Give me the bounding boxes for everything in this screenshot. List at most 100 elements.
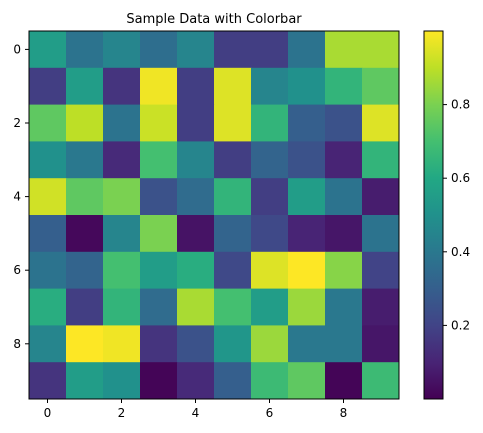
heatmap-cell bbox=[362, 288, 400, 326]
heatmap-cell bbox=[177, 325, 215, 363]
x-tick-label: 8 bbox=[340, 406, 348, 420]
heatmap-cell bbox=[140, 67, 178, 106]
heatmap-cell bbox=[29, 67, 67, 106]
heatmap-cell bbox=[362, 178, 400, 216]
heatmap-cell bbox=[214, 141, 252, 179]
heatmap-cell bbox=[362, 67, 400, 106]
heatmap-cell bbox=[214, 362, 252, 400]
x-axis: 0 2 4 6 8 bbox=[44, 399, 348, 420]
y-tick-label: 4 bbox=[13, 190, 21, 204]
colorbar-tick-label: 0.6 bbox=[451, 171, 470, 185]
heatmap-cell bbox=[66, 178, 104, 216]
heatmap-cell bbox=[288, 251, 326, 290]
heatmap-cell bbox=[140, 251, 178, 290]
heatmap-cell bbox=[288, 215, 326, 253]
heatmap-cell bbox=[214, 325, 252, 363]
heatmap-cell bbox=[251, 251, 289, 290]
heatmap-cell bbox=[251, 104, 289, 142]
heatmap-cell bbox=[29, 215, 67, 253]
x-tick-label: 4 bbox=[192, 406, 200, 420]
heatmap-cell bbox=[325, 215, 363, 253]
heatmap-cell bbox=[140, 31, 178, 69]
heatmap-cell bbox=[29, 104, 67, 142]
heatmap-cell bbox=[29, 325, 67, 363]
heatmap-cell bbox=[251, 67, 289, 106]
heatmap-cell bbox=[103, 178, 141, 216]
colorbar-axis: 0.2 0.4 0.6 0.8 bbox=[443, 98, 470, 332]
heatmap-cell bbox=[251, 215, 289, 253]
heatmap-cell bbox=[362, 362, 400, 400]
heatmap-cell bbox=[177, 288, 215, 326]
heatmap-cell bbox=[140, 141, 178, 179]
heatmap-cell bbox=[140, 288, 178, 326]
heatmap-cell bbox=[325, 251, 363, 290]
x-tick-label: 0 bbox=[44, 406, 52, 420]
colorbar-frame bbox=[423, 30, 444, 400]
heatmap-cell bbox=[29, 362, 67, 400]
heatmap-cell bbox=[140, 178, 178, 216]
heatmap-cell bbox=[214, 31, 252, 69]
x-tick-label: 2 bbox=[118, 406, 126, 420]
heatmap-cell bbox=[214, 178, 252, 216]
y-tick-label: 2 bbox=[13, 116, 21, 130]
heatmap-cell bbox=[288, 104, 326, 142]
plot-frame bbox=[28, 30, 400, 400]
heatmap-cell bbox=[66, 362, 104, 400]
heatmap-cell bbox=[325, 141, 363, 179]
heatmap-cell bbox=[66, 215, 104, 253]
heatmap-cell bbox=[214, 215, 252, 253]
heatmap-cell bbox=[214, 288, 252, 326]
heatmap-cell bbox=[288, 31, 326, 69]
heatmap-cell bbox=[66, 251, 104, 290]
heatmap-cell bbox=[325, 288, 363, 326]
heatmap-cell bbox=[214, 67, 252, 106]
x-tick-label: 6 bbox=[266, 406, 274, 420]
chart-title: Sample Data with Colorbar bbox=[126, 12, 302, 27]
heatmap-cell bbox=[66, 104, 104, 142]
heatmap-cell bbox=[362, 104, 400, 142]
heatmap-cell bbox=[288, 362, 326, 400]
heatmap-cell bbox=[103, 362, 141, 400]
heatmap-cell bbox=[214, 251, 252, 290]
y-axis: 0 2 4 6 8 bbox=[13, 42, 29, 351]
heatmap-cell bbox=[66, 325, 104, 363]
heatmap-cell bbox=[288, 67, 326, 106]
heatmap-cell bbox=[29, 31, 67, 69]
heatmap-cell bbox=[103, 141, 141, 179]
heatmap-cell bbox=[251, 362, 289, 400]
heatmap-cell bbox=[251, 178, 289, 216]
heatmap-cell bbox=[140, 215, 178, 253]
y-tick-label: 8 bbox=[13, 337, 21, 351]
heatmap-cell bbox=[103, 215, 141, 253]
heatmap-cell bbox=[66, 67, 104, 106]
heatmap-cell bbox=[177, 362, 215, 400]
heatmap-cell bbox=[251, 31, 289, 69]
heatmap-cell bbox=[140, 104, 178, 142]
heatmap-cell bbox=[362, 251, 400, 290]
heatmap-cell bbox=[177, 141, 215, 179]
y-tick-label: 6 bbox=[13, 263, 21, 277]
heatmap-cell bbox=[177, 215, 215, 253]
heatmap-cell bbox=[66, 141, 104, 179]
heatmap-cell bbox=[325, 362, 363, 400]
heatmap-cell bbox=[29, 141, 67, 179]
heatmap-cell bbox=[177, 104, 215, 142]
heatmap-cell bbox=[288, 288, 326, 326]
heatmap-cell bbox=[325, 325, 363, 363]
heatmap-cell bbox=[362, 215, 400, 253]
heatmap-cell bbox=[177, 251, 215, 290]
colorbar-tick-label: 0.8 bbox=[451, 98, 470, 112]
heatmap-cell bbox=[66, 31, 104, 69]
heatmap-cell bbox=[362, 325, 400, 363]
heatmap-cell bbox=[288, 141, 326, 179]
heatmap-cell bbox=[325, 104, 363, 142]
heatmap-cell bbox=[251, 325, 289, 363]
heatmap-cell bbox=[29, 178, 67, 216]
heatmap-cell bbox=[325, 31, 363, 69]
heatmap-cell bbox=[103, 104, 141, 142]
heatmap-cell bbox=[103, 67, 141, 106]
heatmap-cell bbox=[214, 104, 252, 142]
heatmap-cells bbox=[29, 31, 400, 400]
heatmap-cell bbox=[177, 31, 215, 69]
heatmap-cell bbox=[29, 288, 67, 326]
